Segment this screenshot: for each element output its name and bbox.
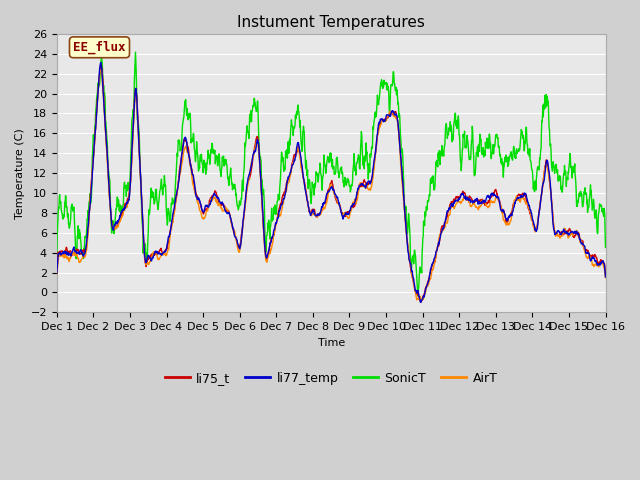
li77_temp	[602, 274, 609, 280]
Title: Instument Temperatures: Instument Temperatures	[237, 15, 425, 30]
li75_t	[286, 172, 294, 178]
AirT	[298, 166, 305, 171]
SonicT	[53, 253, 61, 259]
li77_temp	[298, 159, 305, 165]
Y-axis label: Temperature (C): Temperature (C)	[15, 128, 25, 218]
AirT	[307, 211, 315, 217]
li77_temp	[97, 60, 104, 65]
AirT	[418, 298, 426, 304]
Line: AirT: AirT	[57, 70, 605, 301]
X-axis label: Time: Time	[317, 337, 345, 348]
SonicT	[286, 142, 294, 148]
AirT	[602, 275, 609, 281]
SonicT	[307, 201, 315, 206]
Line: SonicT: SonicT	[57, 52, 605, 296]
Text: EE_flux: EE_flux	[73, 41, 125, 54]
AirT	[118, 214, 126, 219]
li77_temp	[417, 300, 424, 305]
li75_t	[97, 61, 105, 67]
SonicT	[118, 204, 125, 209]
li75_t	[307, 209, 315, 215]
AirT	[97, 67, 104, 73]
li75_t	[417, 299, 425, 305]
SonicT	[132, 49, 140, 55]
SonicT	[298, 142, 305, 148]
li75_t	[118, 213, 126, 218]
AirT	[365, 186, 373, 192]
li77_temp	[307, 210, 315, 216]
li75_t	[298, 163, 305, 169]
SonicT	[602, 245, 609, 251]
li75_t	[602, 272, 609, 278]
Line: li77_temp: li77_temp	[57, 62, 605, 302]
AirT	[95, 74, 103, 80]
AirT	[53, 272, 61, 277]
li75_t	[95, 73, 103, 79]
li77_temp	[286, 170, 294, 176]
li77_temp	[365, 179, 373, 184]
Line: li75_t: li75_t	[57, 64, 605, 302]
li77_temp	[53, 270, 61, 276]
SonicT	[414, 293, 422, 299]
li75_t	[53, 269, 61, 275]
SonicT	[95, 82, 103, 87]
Legend: li75_t, li77_temp, SonicT, AirT: li75_t, li77_temp, SonicT, AirT	[160, 367, 502, 390]
li77_temp	[95, 72, 103, 77]
li75_t	[365, 179, 373, 185]
li77_temp	[118, 209, 126, 215]
SonicT	[365, 166, 373, 172]
AirT	[286, 172, 294, 178]
